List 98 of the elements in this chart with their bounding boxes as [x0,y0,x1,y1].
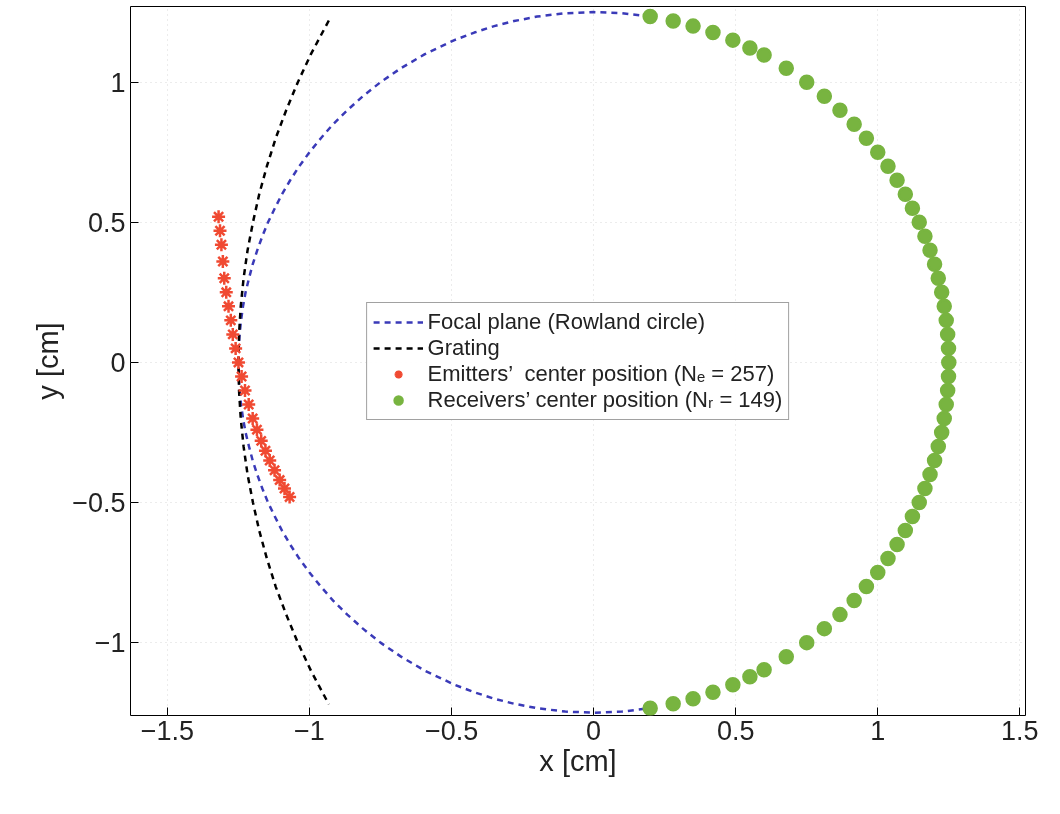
point [220,298,237,315]
point [897,186,914,202]
point [930,270,947,287]
point [858,130,875,146]
y-tick-label: −0.5 [72,488,126,519]
point [816,88,833,104]
point [938,396,954,413]
point [233,368,250,385]
y-tick-label: 0.5 [87,207,126,238]
point [227,340,244,357]
point [213,236,230,253]
point [880,550,896,567]
x-axis-title: x [cm] [539,744,617,777]
point [922,466,938,483]
x-tick-label: −1.5 [140,715,195,746]
legend-label: Receivers’ center position (Nᵣ = 149) [427,386,783,413]
point [261,452,278,469]
y-tick-label: 1 [110,67,126,98]
point [870,144,886,160]
point [941,354,957,371]
point [940,340,957,357]
y-tick-label: −1 [94,628,126,659]
point [846,116,862,132]
point [257,442,274,459]
point [870,564,886,581]
point [281,489,298,505]
point [917,480,933,497]
y-axis-title: y [cm] [32,322,65,400]
point [249,421,265,438]
point [665,13,681,29]
point [930,438,947,455]
point [798,634,815,651]
x-tick-label: −0.5 [424,715,479,746]
point [858,578,875,595]
point [816,620,833,637]
y-tick-label: 0 [110,347,126,378]
point [742,669,758,685]
point [778,60,795,76]
point [832,102,848,118]
point [936,410,952,427]
point [642,8,658,25]
point [938,312,954,329]
x-tick-label: 1.5 [1001,715,1039,746]
point [725,32,741,48]
point [665,695,681,712]
point [897,522,914,539]
point [926,256,943,273]
point [756,47,772,63]
x-tick-label: −1 [294,715,325,746]
point [253,433,269,449]
point [685,18,701,34]
point [240,396,257,413]
point [237,382,253,399]
legend-label: Grating [427,334,500,361]
point [685,690,701,707]
point [742,40,758,56]
x-tick-label: 0 [586,715,602,746]
point [911,494,927,511]
point [271,472,288,488]
point [705,684,721,700]
point [798,74,815,90]
point [933,284,950,301]
point [846,592,862,609]
point [904,200,921,217]
point [889,172,905,188]
point [225,326,241,343]
point [922,242,938,259]
point [933,424,950,441]
point [889,536,905,553]
point [642,700,658,716]
point [244,410,261,427]
point [266,462,283,479]
point [939,326,956,343]
point [230,354,247,371]
point [223,312,239,329]
point [756,662,772,678]
point [215,253,231,270]
point [778,648,795,665]
point [218,284,234,301]
x-tick-label: 0.5 [716,715,755,746]
point [880,158,896,174]
point [926,452,943,469]
point [212,222,228,239]
point [276,480,293,497]
point [210,208,227,225]
legend-label: Emitters’ center position (Nₑ = 257) [427,360,775,387]
point [832,606,848,623]
point [725,676,741,693]
point [216,270,233,287]
point [936,298,952,315]
point [705,24,721,41]
point [904,508,921,525]
x-tick-label: 1 [870,715,886,746]
point [940,368,957,385]
legend-label: Focal plane (Rowland circle) [427,308,706,335]
point [939,382,956,399]
point [917,228,933,245]
point [911,214,927,231]
